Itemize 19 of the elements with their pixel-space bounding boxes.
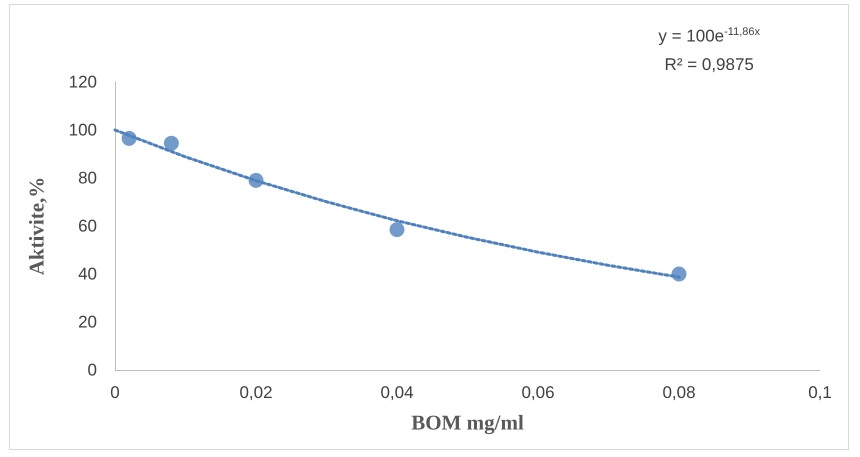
x-tick-label: 0,1 [808, 383, 832, 402]
y-tick-label: 120 [68, 72, 97, 92]
text: R² = 0,9875 [664, 54, 755, 76]
point [164, 136, 179, 151]
x-tick-label: 0,02 [239, 383, 273, 402]
x-axis-title: BOM mg/ml [411, 410, 524, 434]
x-tick-label: 0,06 [521, 383, 555, 402]
text: y = 100e$^{-11,86x}$ [658, 25, 760, 48]
y-tick-label: 80 [78, 168, 97, 188]
point [390, 222, 404, 238]
y-tick-label: 20 [78, 312, 97, 332]
x-tick-label: 0 [110, 383, 120, 402]
y-tick-label: 100 [68, 120, 97, 140]
x-tick-label: 0,04 [380, 383, 414, 402]
y-tick-label: 40 [78, 264, 97, 284]
x-tick-label: 0,08 [662, 383, 696, 402]
y-tick-label: 0 [88, 360, 97, 380]
y-tick-label: 60 [78, 216, 97, 236]
y-axis-title: Aktivite,% [24, 176, 48, 276]
